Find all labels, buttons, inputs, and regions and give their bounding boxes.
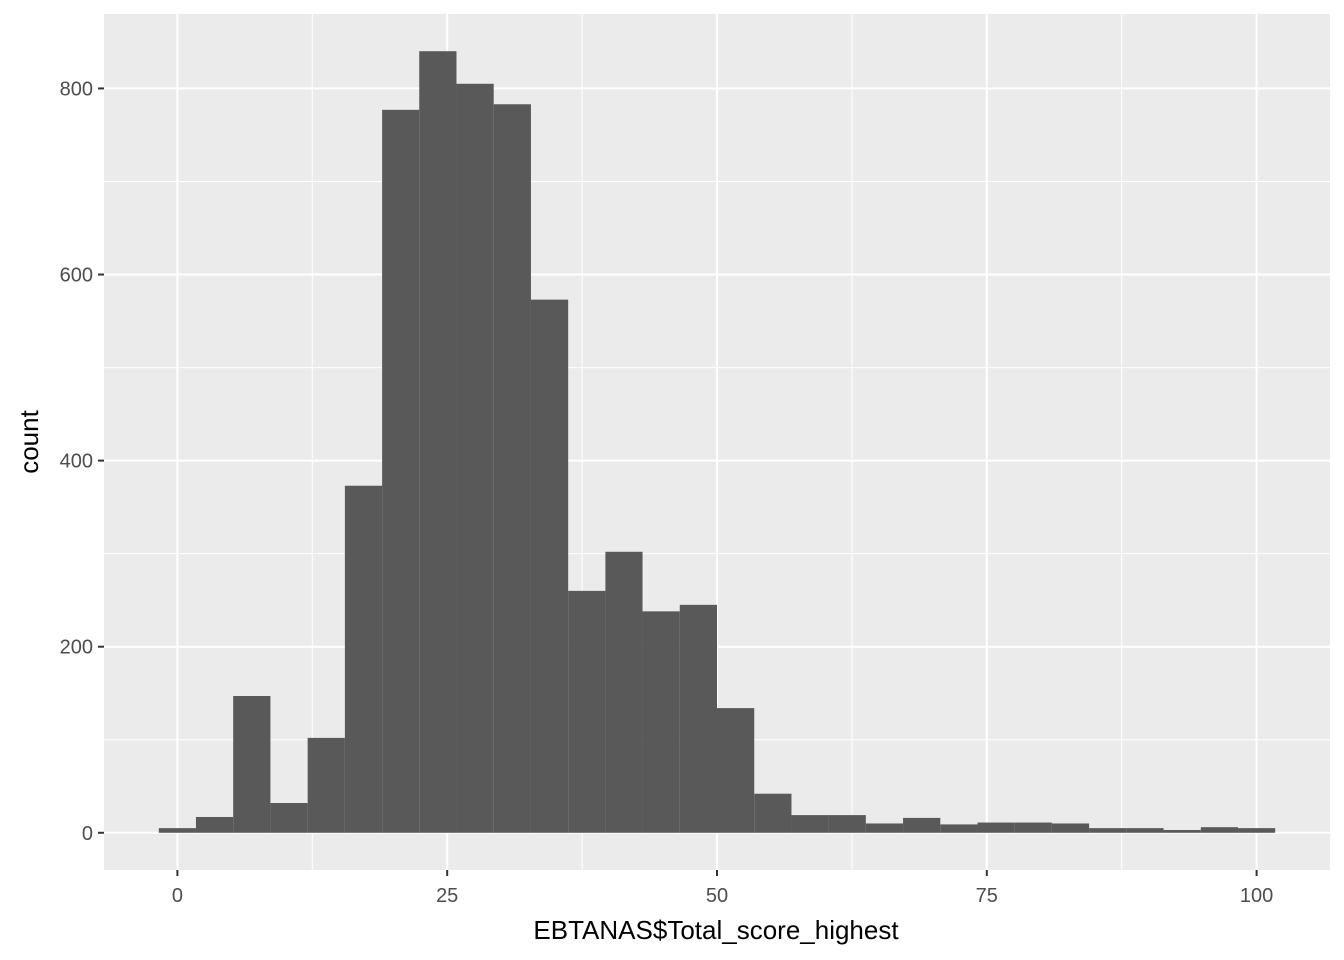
- histogram-bar: [307, 737, 345, 833]
- histogram-bar: [419, 51, 457, 833]
- histogram-bar: [1089, 828, 1127, 833]
- histogram-bar: [382, 109, 420, 833]
- histogram-bar: [754, 793, 792, 833]
- x-axis-title: EBTANAS$Total_score_highest: [533, 915, 899, 945]
- histogram-bar: [568, 590, 606, 833]
- histogram-bar: [158, 828, 196, 833]
- y-tick-label: 200: [60, 637, 93, 659]
- y-tick-label: 800: [60, 78, 93, 100]
- histogram-bar: [717, 708, 755, 833]
- histogram-bars: [158, 51, 1276, 833]
- histogram-bar: [530, 299, 569, 833]
- x-tick-label: 25: [436, 885, 458, 907]
- histogram-bar: [456, 83, 494, 833]
- y-tick-label: 400: [60, 451, 93, 473]
- histogram-bar: [605, 551, 643, 833]
- histogram-bar: [1163, 829, 1201, 833]
- histogram-bar: [865, 823, 904, 833]
- histogram-bar: [270, 803, 308, 833]
- x-tick-label: 100: [1240, 885, 1273, 907]
- histogram-bar: [344, 485, 383, 833]
- y-axis: 0 200 400 600 800: [60, 78, 104, 845]
- histogram-bar: [940, 824, 978, 833]
- x-tick-label: 0: [172, 885, 183, 907]
- histogram-bar: [1200, 827, 1239, 833]
- histogram-bar: [903, 817, 941, 833]
- histogram-bar: [195, 816, 234, 833]
- x-tick-label: 75: [976, 885, 998, 907]
- histogram-bar: [493, 104, 531, 833]
- histogram-bar: [1051, 823, 1090, 833]
- y-tick-label: 600: [60, 265, 93, 287]
- histogram-bar: [828, 815, 866, 833]
- y-tick-label: 0: [82, 823, 93, 845]
- histogram-bar: [233, 696, 271, 833]
- histogram-bar: [977, 822, 1015, 833]
- histogram-bar: [642, 611, 680, 833]
- y-axis-title: count: [14, 409, 44, 473]
- x-tick-label: 50: [706, 885, 728, 907]
- histogram-bar: [679, 604, 717, 833]
- histogram-bar: [1014, 822, 1052, 833]
- histogram-bar: [1238, 828, 1276, 833]
- histogram-bar: [1126, 828, 1164, 833]
- x-axis: 0 25 50 75 100: [172, 870, 1273, 907]
- histogram-bar: [791, 815, 829, 833]
